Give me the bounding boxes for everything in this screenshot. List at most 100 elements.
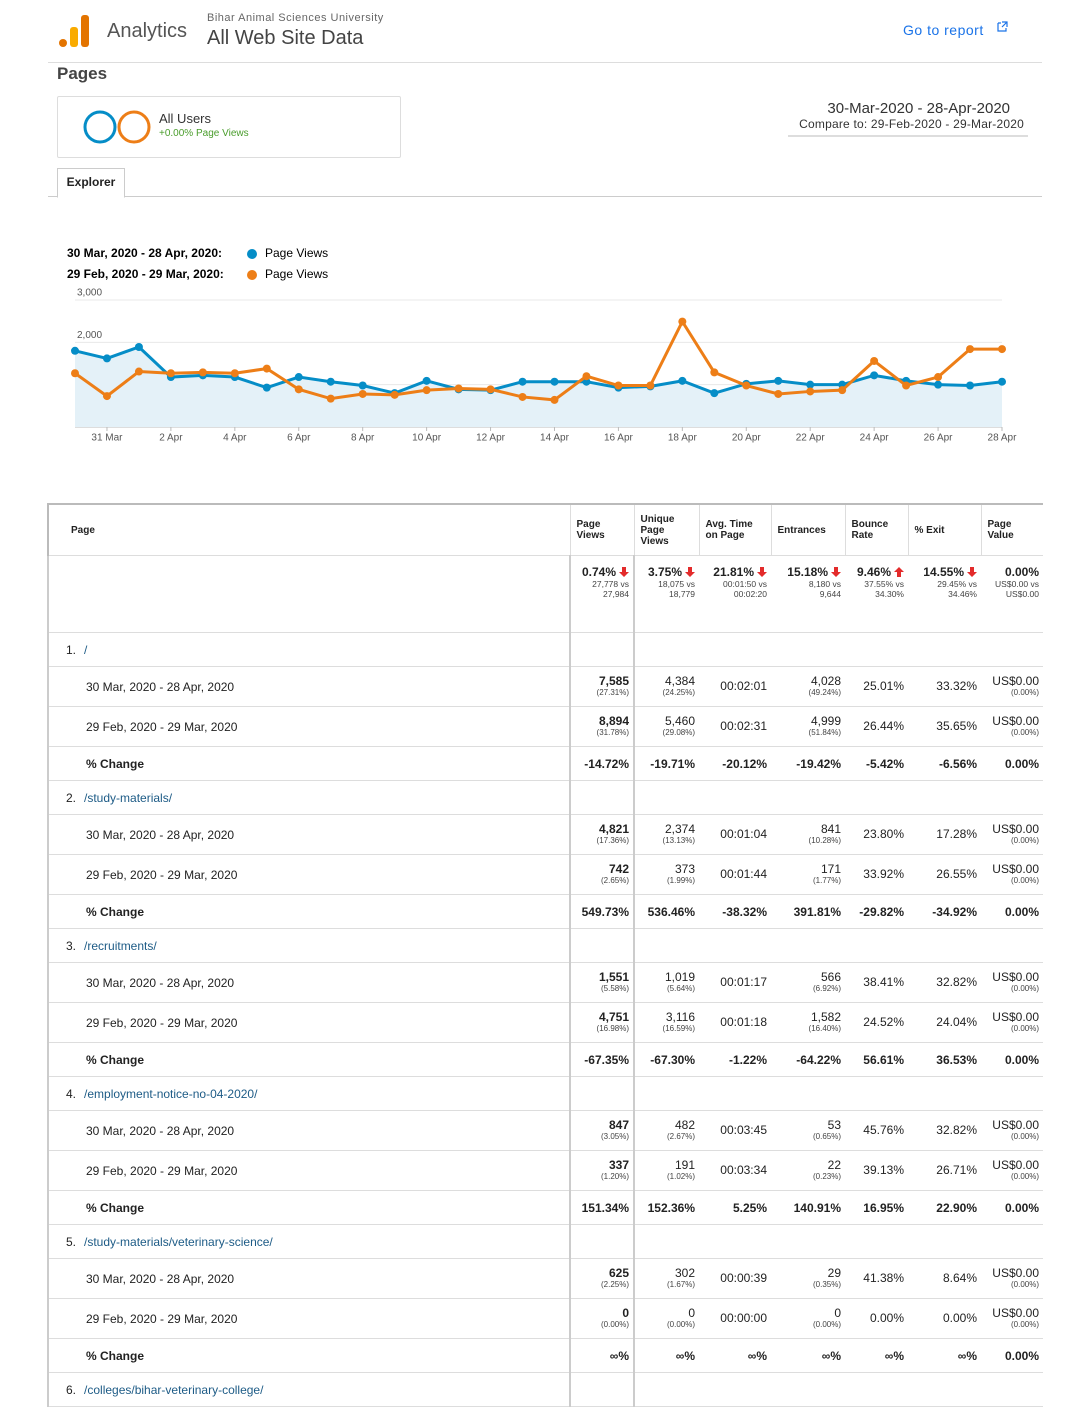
legend-name: Page Views — [265, 267, 328, 281]
report-link[interactable]: Go to report — [903, 22, 984, 38]
compare-range: Compare to: 29-Feb-2020 - 29-Mar-2020 — [799, 117, 1024, 131]
data-point — [774, 376, 783, 385]
data-point — [550, 377, 559, 386]
tab[interactable]: Explorer — [57, 168, 125, 198]
total-cell: 0.00% US$0.00 vs US$0.00 — [981, 555, 1043, 633]
group-row: 5. /study-materials/veterinary-science/ — [47, 1224, 1043, 1259]
change-cell: 0.00% — [981, 1042, 1043, 1077]
cell: 742 (2.65%) — [569, 854, 634, 895]
data-point — [422, 376, 431, 385]
cell: US$0.00 (0.00%) — [981, 1150, 1043, 1191]
change-row: % Change 549.73% 536.46% -38.32% 391.81% -29.… — [47, 894, 1043, 929]
data-row: 29 Feb, 2020 - 29 Mar, 2020 4,751 (16.98%)… — [47, 1002, 1043, 1043]
cell: 29 (0.35%) — [771, 1258, 845, 1299]
cell: 3,116 (16.59%) — [633, 1002, 699, 1043]
cell-value: US$0.00 — [992, 970, 1039, 984]
cell-value: 7,585 — [598, 674, 629, 688]
cell-value: 00:03:45 — [720, 1123, 767, 1137]
segment-icon — [83, 110, 151, 144]
x-tick-label: 20 Apr — [732, 433, 762, 444]
page-link[interactable]: /colleges/bihar-veterinary-college/ — [84, 1382, 264, 1397]
cell-share: (1.20%) — [600, 1172, 629, 1181]
cell — [569, 1224, 634, 1259]
group-row: 4. /employment-notice-no-04-2020/ — [47, 1076, 1043, 1111]
chart: 30 Mar, 2020 - 28 Apr, 2020: Page Views 29… — [67, 246, 1018, 444]
total-pct: 14.55% — [923, 565, 964, 579]
cell: 00:00:39 — [699, 1258, 771, 1299]
cell: US$0.00 (0.00%) — [981, 814, 1043, 855]
cell — [633, 1224, 699, 1259]
cell: 00:01:17 — [699, 962, 771, 1003]
page-link[interactable]: / — [84, 642, 88, 657]
x-tick-label: 28 Apr — [988, 433, 1018, 444]
cell: 566 (6.92%) — [771, 962, 845, 1003]
data-point — [678, 317, 687, 326]
change-cell: 56.61% — [845, 1042, 908, 1077]
cell: 00:01:18 — [699, 1002, 771, 1043]
change-cell: -38.32% — [699, 894, 771, 929]
cell: 373 (1.99%) — [633, 854, 699, 895]
cell — [981, 1076, 1043, 1111]
data-point — [358, 389, 367, 398]
cell-value: 1,551 — [598, 970, 629, 984]
data-point — [71, 346, 79, 355]
trend-arrow-down — [619, 567, 629, 577]
cell — [845, 1076, 908, 1111]
cell: 38.41% — [845, 962, 908, 1003]
cell-share: (2.65%) — [600, 876, 629, 885]
column-header: Entrances — [770, 503, 845, 556]
row-label: 30 Mar, 2020 - 28 Apr, 2020 — [47, 666, 570, 707]
page-link[interactable]: /study-materials/veterinary-science/ — [84, 1234, 273, 1249]
cell-value: 29 — [827, 1266, 841, 1280]
cell-share: (0.00%) — [1010, 1024, 1039, 1033]
cell: 17.28% — [908, 814, 981, 855]
change-cell: 0.00% — [981, 1338, 1043, 1373]
cell: 482 (2.67%) — [633, 1110, 699, 1151]
cell: US$0.00 (0.00%) — [981, 1002, 1043, 1043]
page-link[interactable]: /recruitments/ — [84, 938, 157, 953]
change-cell: 22.90% — [908, 1190, 981, 1225]
data-table: Page Page Views Unique Page Views Avg. Time… — [47, 503, 1043, 1407]
cell — [771, 1224, 845, 1259]
total-cell: 14.55% 29.45% vs 34.46% — [908, 555, 981, 633]
cell-share: (17.36%) — [596, 836, 629, 845]
cell-share: (0.00%) — [812, 1320, 841, 1329]
cell-share: (1.67%) — [666, 1280, 695, 1289]
change-cell: -34.92% — [908, 894, 981, 929]
change-cell: -5.42% — [845, 746, 908, 781]
change-cell: -19.71% — [633, 746, 699, 781]
cell: 32.82% — [908, 1110, 981, 1151]
data-point — [198, 368, 207, 377]
cell-share: (0.00%) — [1010, 728, 1039, 737]
segment-box[interactable]: All Users +0.00% Page Views — [57, 96, 401, 158]
cell-share: (6.92%) — [812, 984, 841, 993]
cell: 00:01:44 — [699, 854, 771, 895]
legend-range: 29 Feb, 2020 - 29 Mar, 2020: — [67, 267, 224, 281]
cell: 5. /study-materials/veterinary-science/ — [47, 1224, 570, 1259]
total-top: 14.55% — [912, 565, 977, 579]
cell-share: (0.00%) — [1010, 1172, 1039, 1181]
cell: 847 (3.05%) — [569, 1110, 634, 1151]
cell — [699, 1224, 771, 1259]
cell-value: US$0.00 — [992, 1306, 1039, 1320]
cell — [845, 632, 908, 667]
page-link[interactable]: /employment-notice-no-04-2020/ — [84, 1086, 258, 1101]
cell — [47, 555, 570, 633]
cell: 8.64% — [908, 1258, 981, 1299]
cell — [771, 928, 845, 963]
cell-value: 00:03:34 — [720, 1163, 767, 1177]
change-row: % Change -14.72% -19.71% -20.12% -19.42% -5.4… — [47, 746, 1043, 781]
cell-value: 24.04% — [936, 1015, 977, 1029]
page-link[interactable]: /study-materials/ — [84, 790, 173, 805]
cell: 2,374 (13.13%) — [633, 814, 699, 855]
total-top: 15.18% — [775, 565, 841, 579]
change-cell: -64.22% — [771, 1042, 845, 1077]
row-label: 30 Mar, 2020 - 28 Apr, 2020 — [47, 1258, 570, 1299]
cell-share: (0.35%) — [812, 1280, 841, 1289]
total-detail: 18,075 vs 18,779 — [658, 579, 695, 599]
date-range[interactable]: 30-Mar-2020 - 28-Apr-2020 — [827, 100, 1010, 117]
cell-value: US$0.00 — [992, 862, 1039, 876]
row-label: 30 Mar, 2020 - 28 Apr, 2020 — [47, 962, 570, 1003]
cell: US$0.00 (0.00%) — [981, 962, 1043, 1003]
